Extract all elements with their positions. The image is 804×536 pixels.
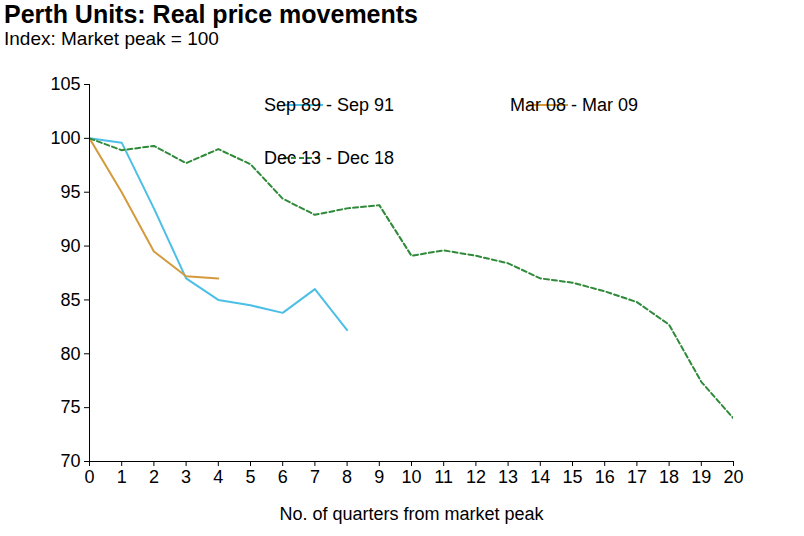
svg-text:11: 11: [434, 467, 453, 487]
svg-text:2: 2: [149, 467, 159, 487]
html-text:Index: Market peak = 100: Index: Market peak = 100: [4, 28, 219, 49]
svg-text:75: 75: [60, 397, 80, 417]
svg-text:8: 8: [342, 467, 352, 487]
svg-text:Dec 13 - Dec 18: Dec 13 - Dec 18: [264, 148, 394, 168]
svg-text:Sep 89 - Sep 91: Sep 89 - Sep 91: [264, 95, 394, 115]
svg-text:1: 1: [117, 467, 127, 487]
svg-text:95: 95: [60, 182, 80, 202]
svg-text:14: 14: [530, 467, 550, 487]
svg-text:No. of quarters from market pe: No. of quarters from market peak: [279, 504, 544, 524]
svg-text:15: 15: [562, 467, 582, 487]
svg-text:4: 4: [213, 467, 223, 487]
svg-text:100: 100: [50, 128, 80, 148]
svg-text:105: 105: [50, 74, 80, 94]
html-text:Perth Units: Real price moveme: Perth Units: Real price movements: [4, 0, 418, 28]
svg-text:85: 85: [60, 290, 80, 310]
svg-text:13: 13: [498, 467, 518, 487]
svg-text:90: 90: [60, 236, 80, 256]
svg-text:80: 80: [60, 344, 80, 364]
svg-text:18: 18: [659, 467, 679, 487]
svg-text:7: 7: [310, 467, 320, 487]
svg-text:5: 5: [245, 467, 255, 487]
svg-text:Mar 08 - Mar 09: Mar 08 - Mar 09: [510, 95, 638, 115]
svg-text:19: 19: [691, 467, 711, 487]
svg-text:3: 3: [181, 467, 191, 487]
svg-text:20: 20: [723, 467, 743, 487]
svg-text:16: 16: [595, 467, 615, 487]
svg-text:9: 9: [374, 467, 384, 487]
svg-text:0: 0: [84, 467, 94, 487]
svg-text:12: 12: [466, 467, 486, 487]
svg-text:70: 70: [60, 451, 80, 471]
svg-text:6: 6: [278, 467, 288, 487]
svg-text:17: 17: [627, 467, 647, 487]
svg-text:10: 10: [401, 467, 421, 487]
